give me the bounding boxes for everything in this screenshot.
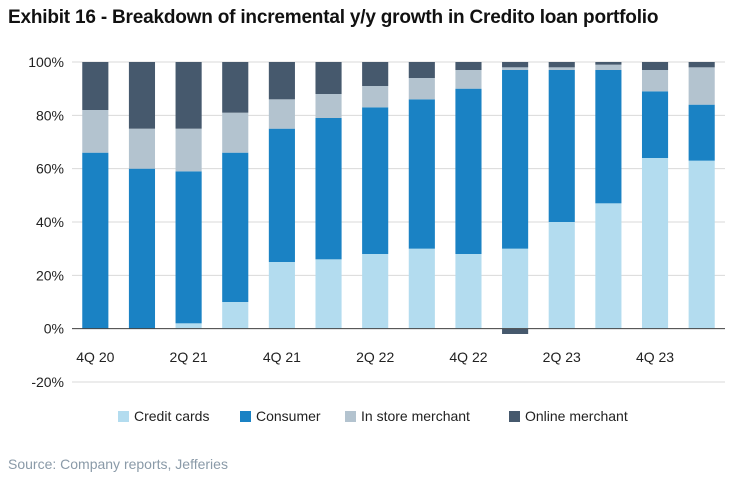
bar-negative-online-merchant-1q23 [502,328,529,334]
legend-swatch-consumer [240,411,251,422]
y-tick-label: 40% [36,214,64,230]
y-tick-label: 0% [44,321,64,337]
bar-in-store-merchant-2q23 [548,67,575,70]
bar-consumer-1q23 [502,70,529,249]
bar-credit-cards-1q24 [688,160,715,329]
bar-in-store-merchant-1q23 [502,67,529,70]
bar-online-merchant-1q21 [128,62,156,129]
bar-credit-cards-3q23 [595,203,622,329]
bar-online-merchant-3q23 [595,62,622,65]
bar-consumer-2q21 [175,171,202,324]
legend-label-consumer: Consumer [256,408,321,424]
bar-in-store-merchant-4q23 [641,70,669,92]
bar-in-store-merchant-4q22 [455,70,482,89]
bar-credit-cards-1q22 [315,259,342,329]
bar-consumer-1q21 [128,168,156,329]
chart-title: Exhibit 16 - Breakdown of incremental y/… [8,7,659,28]
x-tick-label: 4Q 23 [636,349,674,365]
legend: Credit cards Consumer In store merchant Onl… [118,408,628,424]
bar-online-merchant-3q21 [222,62,249,113]
bar-credit-cards-4q23 [641,158,669,329]
y-tick-label: -20% [31,374,64,390]
bar-consumer-3q22 [408,99,435,249]
x-tick-label: 4Q 20 [76,349,114,365]
bar-in-store-merchant-4q21 [268,99,295,129]
bar-credit-cards-4q21 [268,262,295,329]
bar-consumer-4q22 [455,88,482,255]
bar-online-merchant-1q22 [315,62,342,94]
bar-online-merchant-2q21 [175,62,202,129]
bar-online-merchant-4q22 [455,62,482,70]
gridlines [72,61,725,383]
legend-label-online-merchant: Online merchant [525,408,628,424]
source-note: Source: Company reports, Jefferies [8,456,228,472]
bar-credit-cards-1q23 [502,248,529,329]
bar-in-store-merchant-4q20 [82,110,109,153]
bar-consumer-4q23 [641,91,669,158]
bar-in-store-merchant-3q22 [408,78,435,100]
x-tick-label: 4Q 21 [263,349,301,365]
bars [82,62,715,334]
bar-online-merchant-4q20 [82,62,109,110]
y-tick-label: 100% [28,54,64,70]
bar-online-merchant-1q24 [688,62,715,68]
bar-online-merchant-4q21 [268,62,295,100]
y-tick-label: 80% [36,107,64,123]
bar-in-store-merchant-3q23 [595,64,622,70]
bar-in-store-merchant-1q21 [128,128,156,169]
y-tick-label: 20% [36,267,64,283]
legend-swatch-credit-cards [118,411,129,422]
bar-consumer-1q22 [315,118,342,260]
bar-in-store-merchant-2q21 [175,128,202,172]
x-tick-label: 2Q 21 [170,349,208,365]
bar-consumer-2q22 [362,107,389,254]
x-tick-label: 2Q 22 [356,349,394,365]
bar-consumer-4q21 [268,128,295,262]
bar-in-store-merchant-1q24 [688,67,715,105]
legend-label-credit-cards: Credit cards [134,408,209,424]
axis-labels: -20% 0% 20% 40% 60% 80% 100% 4Q 20 2Q 21 4Q 21 2Q … [28,54,725,390]
bar-consumer-4q20 [82,152,109,329]
bar-consumer-1q24 [688,104,715,161]
bar-credit-cards-2q22 [362,254,389,329]
bar-credit-cards-3q21 [222,302,249,329]
bar-in-store-merchant-3q21 [222,112,249,153]
bar-consumer-3q21 [222,152,249,302]
y-tick-label: 60% [36,161,64,177]
bar-online-merchant-4q23 [641,62,669,70]
bar-credit-cards-2q21 [175,323,202,329]
bar-in-store-merchant-1q22 [315,94,342,118]
bar-online-merchant-3q22 [408,62,435,78]
legend-label-in-store-merchant: In store merchant [361,408,470,424]
bar-online-merchant-2q22 [362,62,389,86]
x-tick-label: 2Q 23 [543,349,581,365]
bar-credit-cards-3q22 [408,248,435,329]
bar-credit-cards-4q22 [455,254,482,329]
bar-online-merchant-1q23 [502,62,529,68]
x-tick-label: 4Q 22 [449,349,487,365]
bar-online-merchant-2q23 [548,62,575,68]
legend-swatch-in-store-merchant [345,411,356,422]
stacked-bar-chart: -20% 0% 20% 40% 60% 80% 100% 4Q 20 2Q 21 4Q 21 2Q … [28,54,725,424]
legend-swatch-online-merchant [509,411,520,422]
bar-in-store-merchant-2q22 [362,86,389,108]
bar-consumer-2q23 [548,70,575,222]
bar-consumer-3q23 [595,70,622,204]
bar-credit-cards-2q23 [548,222,575,329]
